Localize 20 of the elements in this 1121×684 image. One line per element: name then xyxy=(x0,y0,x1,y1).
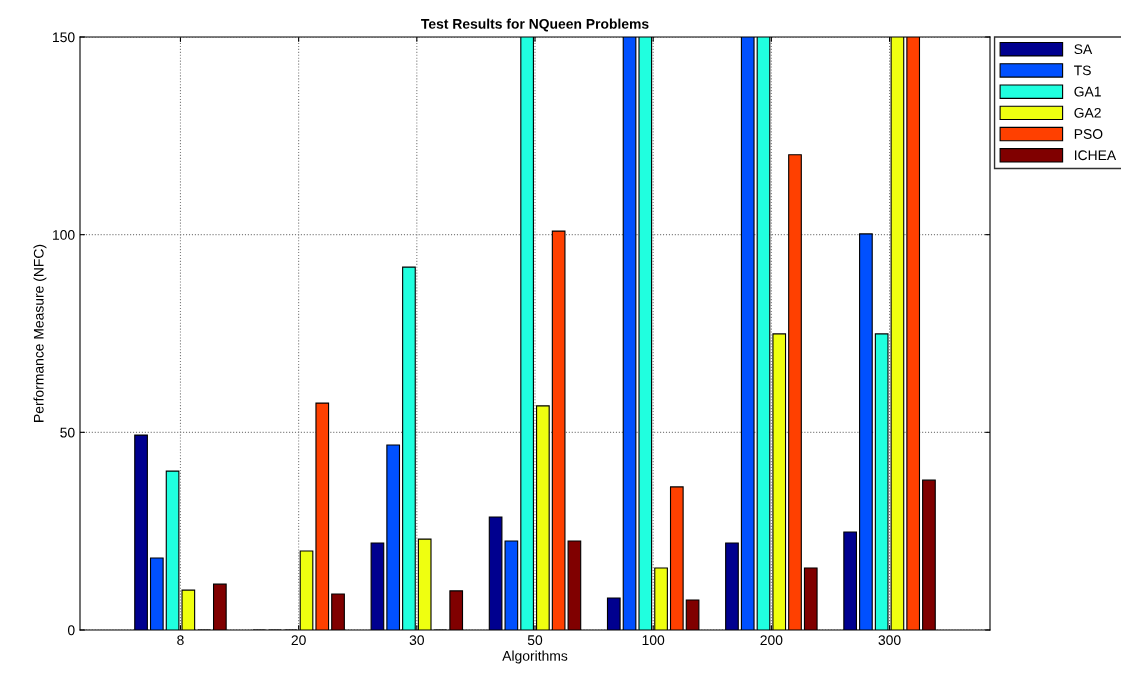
legend-label: ICHEA xyxy=(1075,150,1117,161)
x-tick-label: 300 xyxy=(878,635,901,646)
y-tick-label: 100 xyxy=(53,230,75,240)
legend-label: GA1 xyxy=(1074,86,1101,97)
x-tick-label: 8 xyxy=(177,635,184,646)
chart-title: Test Results for NQueen Problems xyxy=(421,18,649,32)
y-tick-label: 0 xyxy=(67,625,75,636)
x-tick-label: 30 xyxy=(409,635,424,646)
x-tick-label: 100 xyxy=(642,635,665,646)
legend-label: SA xyxy=(1074,44,1093,55)
y-axis-title: Performance Measure (NFC) xyxy=(33,244,47,422)
x-tick-label: 200 xyxy=(760,635,783,646)
legend-label: PSO xyxy=(1074,129,1103,139)
legend-label: TS xyxy=(1074,65,1091,76)
legend-label: GA2 xyxy=(1074,107,1101,118)
x-tick-label: 20 xyxy=(291,635,306,646)
y-tick-label: 150 xyxy=(53,32,75,43)
x-axis-title: Algorithms xyxy=(502,650,568,664)
x-tick-label: 50 xyxy=(527,635,543,646)
y-tick-label: 50 xyxy=(60,427,75,438)
